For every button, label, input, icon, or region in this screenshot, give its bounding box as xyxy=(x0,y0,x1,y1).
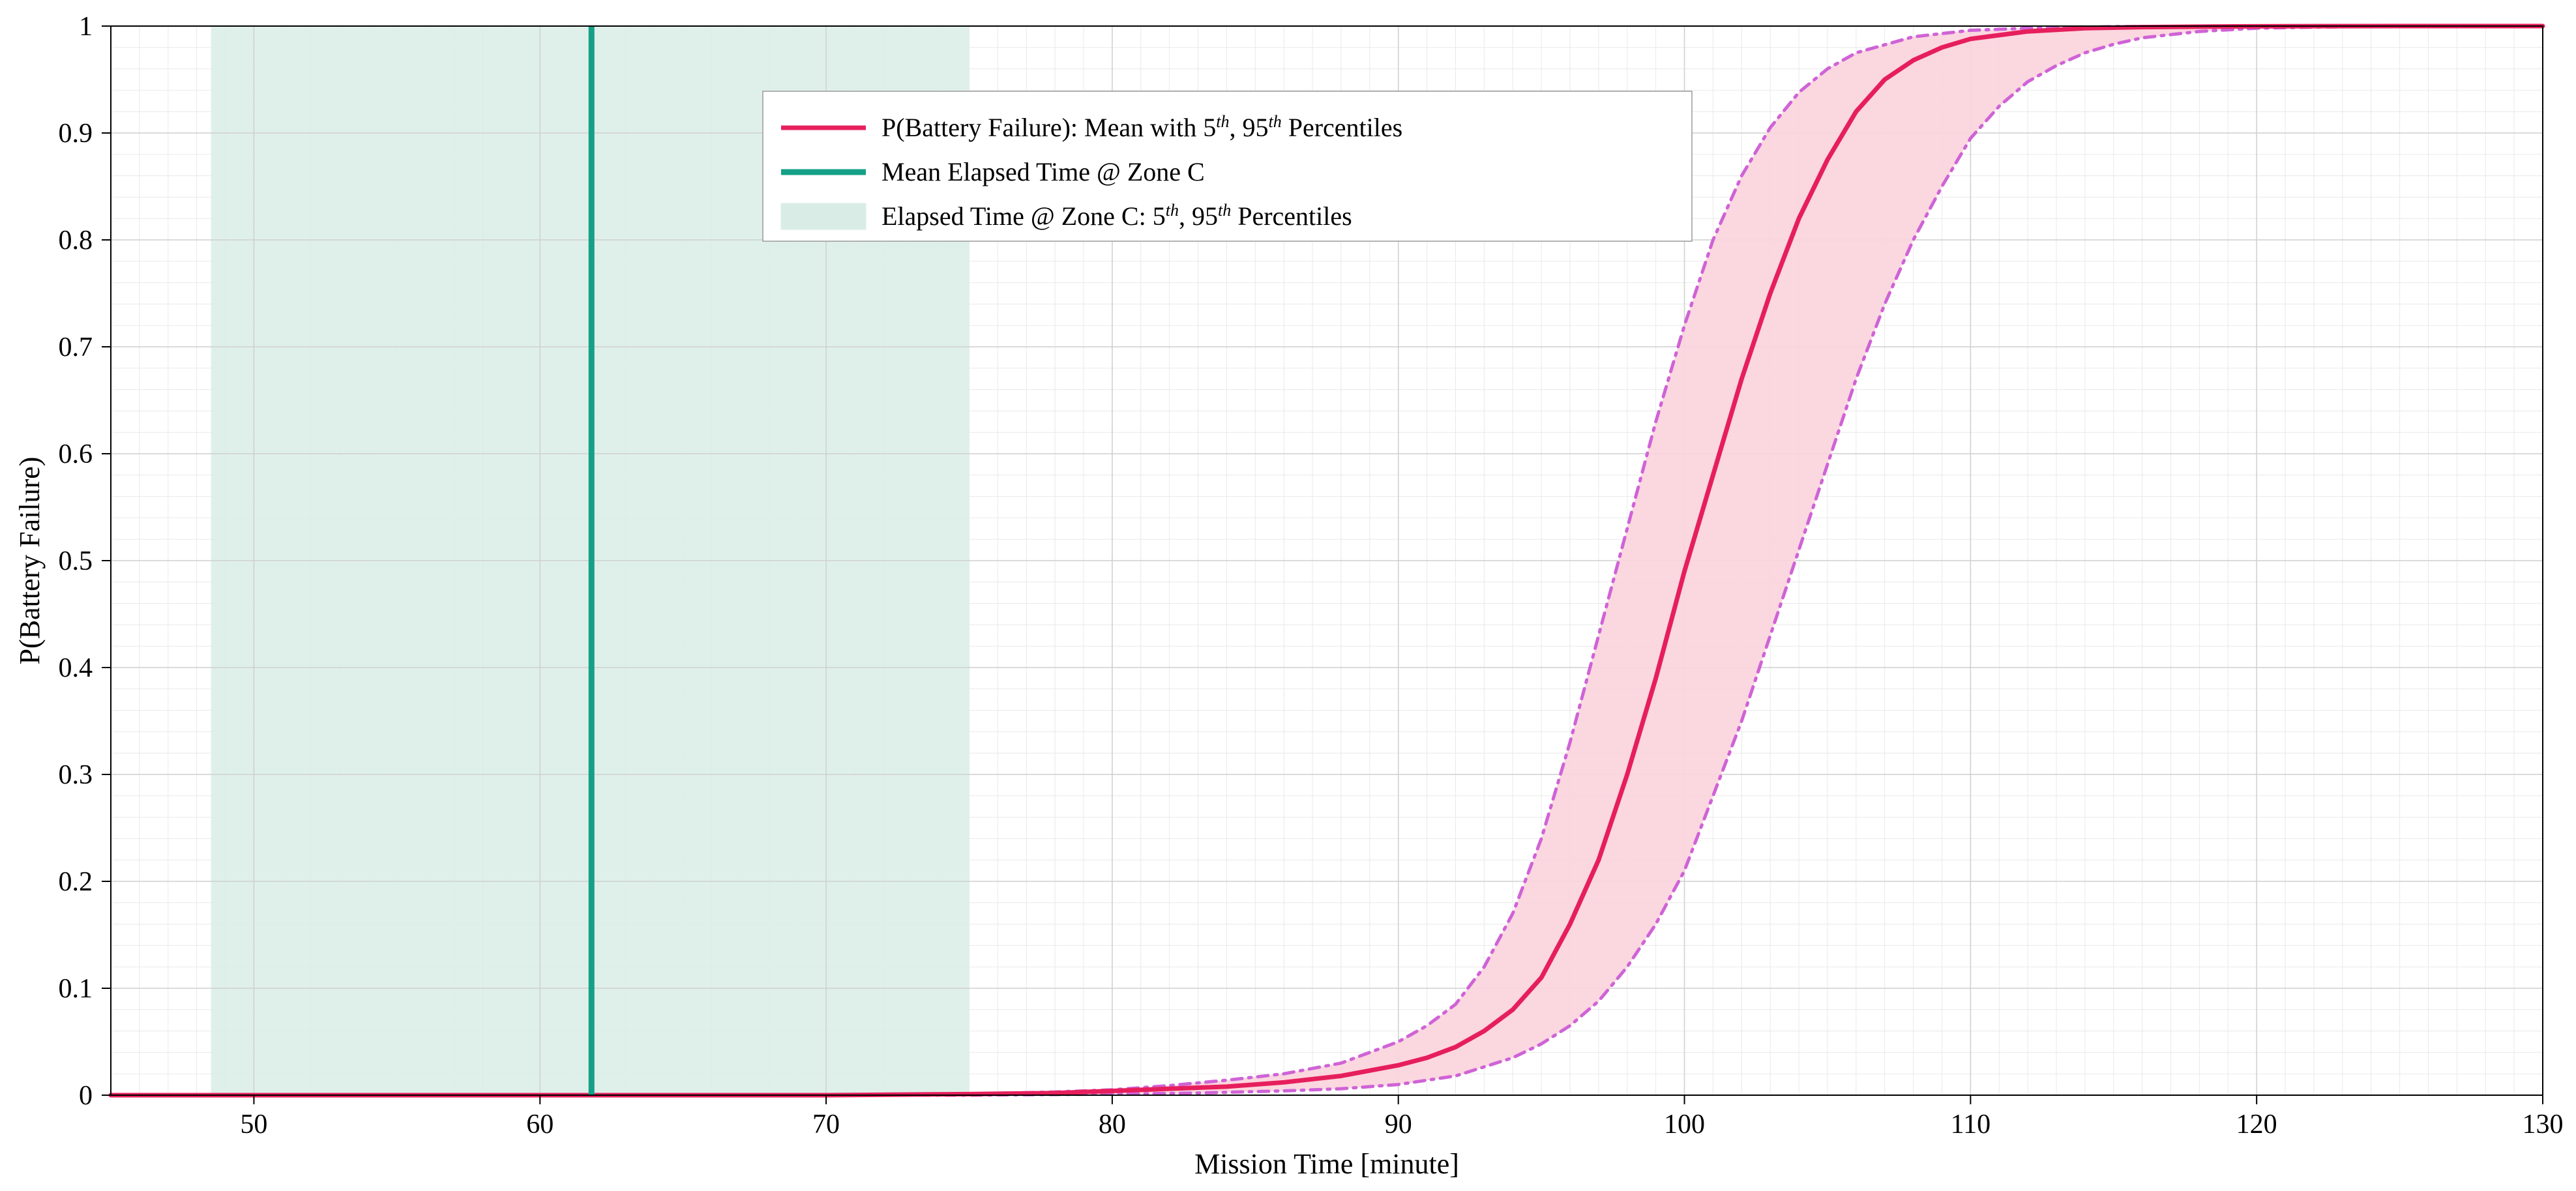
x-tick-label: 60 xyxy=(526,1110,554,1140)
legend-label: Mean Elapsed Time @ Zone C xyxy=(881,157,1205,186)
x-tick-label: 50 xyxy=(240,1110,267,1140)
chart-container: 50 60 70 80 90 100 110 120 130 0 0.1 0.2 0.3 0.4 0.5 0.… xyxy=(0,0,2576,1191)
x-tick-label: 110 xyxy=(1951,1110,1991,1140)
chart-svg: 50 60 70 80 90 100 110 120 130 0 0.1 0.2 0.3 0.4 0.5 0.… xyxy=(0,0,2576,1191)
x-axis-label: Mission Time [minute] xyxy=(1194,1148,1459,1180)
y-axis-label: P(Battery Failure) xyxy=(14,457,46,665)
y-tick-label: 0.2 xyxy=(59,867,93,897)
y-tick-label: 0.3 xyxy=(59,760,93,790)
legend-label: Elapsed Time @ Zone C: 5th, 95th Percent… xyxy=(881,201,1352,231)
y-tick-label: 0.6 xyxy=(59,439,93,469)
y-tick-label: 0.9 xyxy=(59,119,93,149)
x-tick-label: 80 xyxy=(1099,1110,1126,1140)
y-tick-label: 0.8 xyxy=(59,226,93,256)
legend: P(Battery Failure): Mean with 5th, 95th … xyxy=(763,91,1692,241)
y-tick-label: 0.5 xyxy=(59,546,93,576)
y-tick-label: 1 xyxy=(79,12,93,42)
y-tick-label: 0.7 xyxy=(59,332,93,362)
legend-label: P(Battery Failure): Mean with 5th, 95th … xyxy=(881,112,1402,143)
x-tick-label: 130 xyxy=(2523,1110,2564,1140)
y-tick-label: 0 xyxy=(79,1081,93,1111)
y-tick-label: 0.4 xyxy=(59,653,93,683)
x-tick-label: 100 xyxy=(1664,1110,1705,1140)
y-tick-label: 0.1 xyxy=(59,974,93,1004)
x-tick-label: 120 xyxy=(2236,1110,2277,1140)
x-tick-label: 90 xyxy=(1385,1110,1412,1140)
x-tick-label: 70 xyxy=(812,1110,840,1140)
legend-swatch-patch xyxy=(781,203,866,229)
